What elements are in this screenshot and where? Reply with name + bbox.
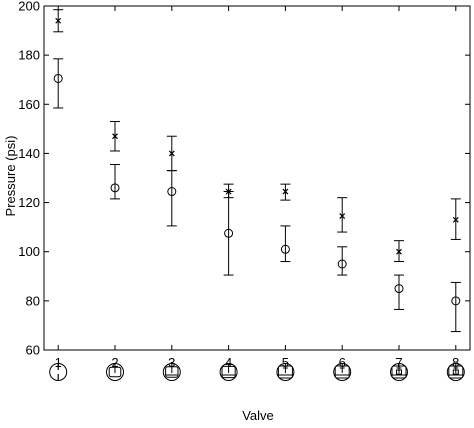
x-tick-label: 3 (168, 355, 175, 370)
y-axis: 60 80 100 120 140 160 180 200 (18, 0, 470, 358)
x-marker (452, 216, 459, 223)
data-series (53, 9, 461, 333)
x-tick-label: 2 (111, 355, 118, 370)
x-tick-label: 8 (452, 355, 459, 370)
plot-border (43, 5, 471, 351)
valve-5-icon (276, 363, 295, 381)
x-tick-label: 4 (225, 355, 232, 370)
x-marker (396, 248, 402, 255)
valve-plug (452, 369, 459, 375)
y-tick-label: 180 (18, 48, 40, 63)
circle-marker (451, 296, 461, 306)
valve-6-icon (333, 363, 352, 381)
valve-3-icon (162, 363, 181, 381)
circle-marker (110, 183, 120, 193)
y-axis-label: Pressure (psi) (3, 136, 18, 217)
x-marker (112, 133, 118, 140)
y-tick-label: 140 (18, 146, 40, 161)
x-tick-label: 5 (282, 355, 289, 370)
circle-marker (53, 73, 63, 83)
x-marker (339, 213, 346, 220)
valve-icons (49, 363, 465, 381)
x-axis-label: Valve (242, 408, 274, 423)
x-axis: 1 2 3 4 5 6 7 8 (55, 6, 459, 370)
circle-marker (394, 284, 404, 294)
y-tick-label: 120 (18, 195, 40, 210)
valve-7-icon (390, 363, 408, 381)
plot-frame (43, 5, 471, 351)
circle-marker (280, 244, 290, 254)
circle-marker (224, 228, 234, 238)
x-tick-label: 6 (339, 355, 346, 370)
x-marker (168, 150, 175, 157)
x-marker (282, 188, 289, 195)
circle-marker (167, 187, 177, 197)
y-tick-label: 160 (18, 97, 40, 112)
y-tick-label: 100 (18, 244, 40, 259)
x-tick-label: 1 (55, 355, 62, 370)
y-tick-label: 80 (26, 293, 40, 308)
circle-marker (337, 259, 347, 269)
x-marker (55, 17, 62, 24)
x-tick-label: 7 (395, 355, 402, 370)
y-tick-label: 200 (18, 0, 40, 14)
valve-8-icon (446, 363, 465, 381)
valve-plug (396, 369, 402, 375)
valve-4-icon (219, 363, 238, 381)
y-tick-label: 60 (26, 343, 40, 358)
valve-1-icon (49, 363, 68, 381)
valve-2-icon (106, 363, 124, 381)
